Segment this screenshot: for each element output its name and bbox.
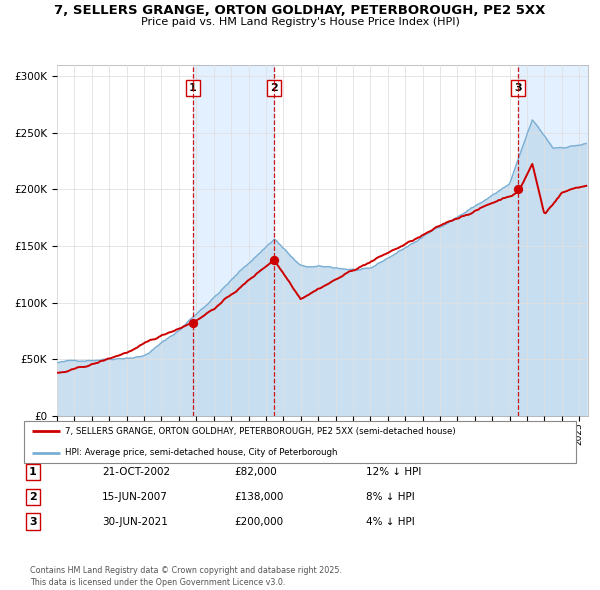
Text: 1: 1 <box>29 467 37 477</box>
Text: 15-JUN-2007: 15-JUN-2007 <box>102 492 168 502</box>
Bar <box>518 65 588 416</box>
Bar <box>193 65 274 416</box>
Text: 2: 2 <box>270 83 278 93</box>
Text: 8% ↓ HPI: 8% ↓ HPI <box>366 492 415 502</box>
FancyBboxPatch shape <box>24 421 576 463</box>
Point <box>188 319 197 328</box>
Text: 7, SELLERS GRANGE, ORTON GOLDHAY, PETERBOROUGH, PE2 5XX: 7, SELLERS GRANGE, ORTON GOLDHAY, PETERB… <box>55 4 545 17</box>
Text: 12% ↓ HPI: 12% ↓ HPI <box>366 467 421 477</box>
Text: Contains HM Land Registry data © Crown copyright and database right 2025.
This d: Contains HM Land Registry data © Crown c… <box>30 566 342 587</box>
Text: £82,000: £82,000 <box>234 467 277 477</box>
Text: 30-JUN-2021: 30-JUN-2021 <box>102 517 168 526</box>
Text: HPI: Average price, semi-detached house, City of Peterborough: HPI: Average price, semi-detached house,… <box>65 448 338 457</box>
Text: 3: 3 <box>29 517 37 526</box>
Text: 1: 1 <box>189 83 197 93</box>
Text: £200,000: £200,000 <box>234 517 283 526</box>
Text: 7, SELLERS GRANGE, ORTON GOLDHAY, PETERBOROUGH, PE2 5XX (semi-detached house): 7, SELLERS GRANGE, ORTON GOLDHAY, PETERB… <box>65 427 456 436</box>
Text: £138,000: £138,000 <box>234 492 283 502</box>
Text: Price paid vs. HM Land Registry's House Price Index (HPI): Price paid vs. HM Land Registry's House … <box>140 17 460 27</box>
Text: 3: 3 <box>515 83 522 93</box>
Point <box>514 185 523 194</box>
Text: 2: 2 <box>29 492 37 502</box>
Point <box>269 255 279 264</box>
Text: 21-OCT-2002: 21-OCT-2002 <box>102 467 170 477</box>
Text: 4% ↓ HPI: 4% ↓ HPI <box>366 517 415 526</box>
